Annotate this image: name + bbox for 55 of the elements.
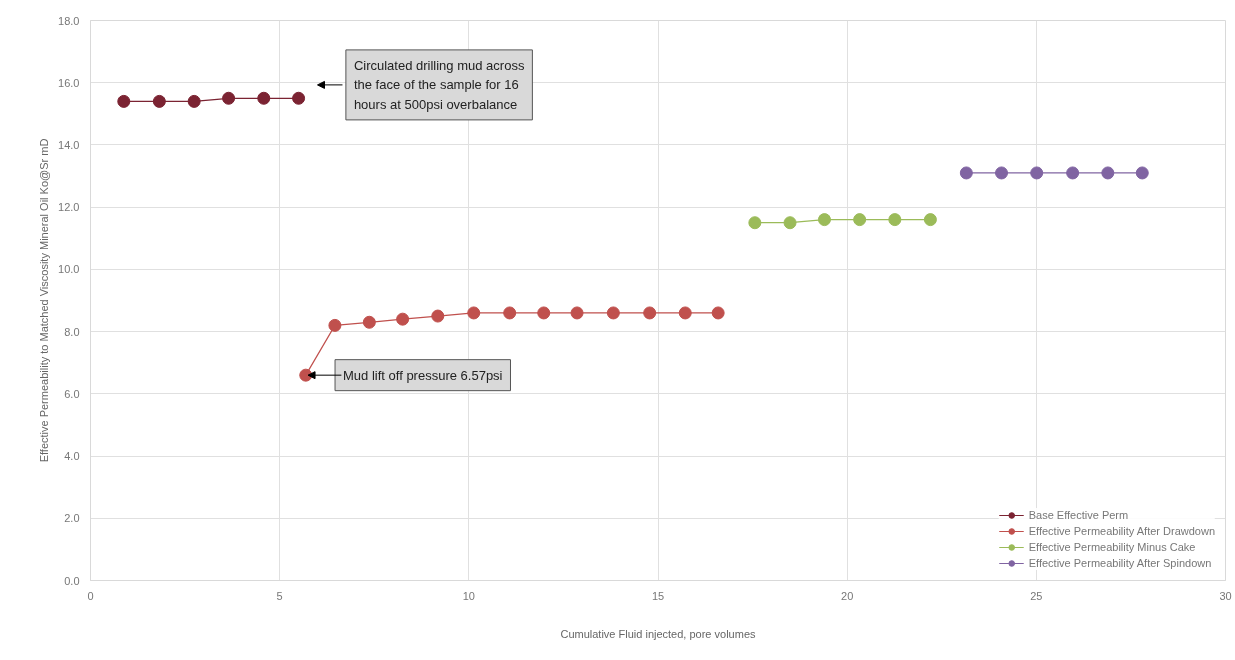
point xyxy=(467,306,481,320)
point xyxy=(503,306,517,320)
y-tick-label: 0.0 xyxy=(64,574,80,587)
point xyxy=(1066,166,1080,180)
point xyxy=(222,91,236,105)
point xyxy=(888,213,902,227)
point xyxy=(678,306,692,320)
point xyxy=(1101,166,1115,180)
point xyxy=(362,315,376,329)
legend-label: Effective Permeability After Spindown xyxy=(1028,556,1212,570)
point xyxy=(995,166,1009,180)
y-tick-label: 2.0 xyxy=(64,512,80,525)
legend-label: Effective Permeability After Drawdown xyxy=(1028,524,1215,538)
x-axis-title: Cumulative Fluid injected, pore volumes xyxy=(560,627,757,640)
point xyxy=(396,312,410,326)
x-tick-label: 0 xyxy=(87,589,94,602)
x-tick-label: 5 xyxy=(276,589,283,602)
annotation: Circulated drilling mud across the face of the sample for 16 hours at 500psi overbalance xyxy=(353,57,525,112)
legend-label: Base Effective Perm xyxy=(1028,508,1129,522)
x-tick-label: 20 xyxy=(841,589,854,602)
point xyxy=(923,213,937,227)
y-tick-label: 14.0 xyxy=(58,138,80,151)
x-tick-label: 15 xyxy=(651,589,665,602)
point xyxy=(152,94,166,108)
y-tick-label: 6.0 xyxy=(64,387,80,400)
point xyxy=(1030,166,1044,180)
point xyxy=(783,216,797,230)
y-tick-label: 12.0 xyxy=(58,201,80,214)
point xyxy=(853,213,867,227)
point xyxy=(748,216,762,230)
point xyxy=(328,318,342,332)
point xyxy=(431,309,445,323)
point xyxy=(643,306,657,320)
y-tick-label: 8.0 xyxy=(64,325,80,338)
y-tick-label: 4.0 xyxy=(64,450,80,463)
point xyxy=(711,306,725,320)
point xyxy=(537,306,551,320)
x-tick-label: 30 xyxy=(1219,589,1232,602)
point xyxy=(959,166,973,180)
point xyxy=(606,306,620,320)
point xyxy=(570,306,584,320)
point xyxy=(1135,166,1149,180)
point xyxy=(117,94,131,108)
point xyxy=(292,91,306,105)
point xyxy=(187,94,201,108)
y-tick-label: 10.0 xyxy=(58,263,80,276)
point xyxy=(257,91,271,105)
annotation: Mud lift off pressure 6.57psi xyxy=(343,367,503,383)
x-tick-label: 25 xyxy=(1030,589,1043,602)
legend-label: Effective Permeability Minus Cake xyxy=(1028,540,1196,554)
x-tick-label: 10 xyxy=(462,589,475,602)
y-tick-label: 16.0 xyxy=(58,76,80,89)
point xyxy=(817,213,831,227)
y-tick-label: 18.0 xyxy=(58,14,80,27)
y-axis-title: Effective Permeability to Matched Viscosity Mineral Oil Ko@Sr mD xyxy=(38,138,51,463)
